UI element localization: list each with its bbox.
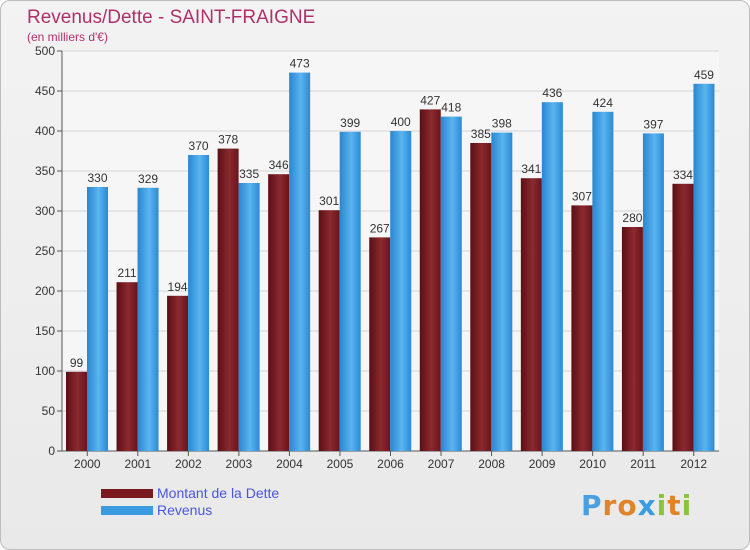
y-tick-label: 100 xyxy=(35,364,55,378)
legend-label-revenus: Revenus xyxy=(157,502,213,518)
x-tick-label: 2004 xyxy=(276,457,303,471)
value-label-revenus: 424 xyxy=(593,96,613,110)
x-tick-label: 2012 xyxy=(680,457,707,471)
bar-revenus xyxy=(289,72,311,451)
bar-dette xyxy=(318,210,340,451)
logo-letter: o xyxy=(617,489,638,522)
bar-dette xyxy=(621,227,643,451)
bar-revenus xyxy=(592,111,614,452)
bar-revenus xyxy=(440,116,462,451)
bar-revenus xyxy=(188,155,210,451)
bar-dette xyxy=(66,371,87,451)
value-label-dette: 301 xyxy=(319,194,339,208)
chart-title: Revenus/Dette - SAINT-FRAIGNE xyxy=(27,7,316,28)
bar-revenus xyxy=(642,133,664,451)
value-label-revenus: 459 xyxy=(694,68,714,82)
value-label-revenus: 400 xyxy=(391,115,411,129)
x-tick-label: 2001 xyxy=(124,457,151,471)
bar-dette xyxy=(268,174,290,451)
bar-revenus xyxy=(390,131,412,451)
bar-dette xyxy=(116,282,138,451)
legend-label-dette: Montant de la Dette xyxy=(157,485,280,501)
y-tick-label: 400 xyxy=(35,124,55,138)
y-tick-label: 500 xyxy=(35,44,55,58)
proxiti-logo: Proxiti xyxy=(581,489,692,522)
y-tick-label: 0 xyxy=(48,444,55,458)
logo-letter: x xyxy=(637,489,657,522)
bar-revenus xyxy=(137,187,159,452)
value-label-dette: 346 xyxy=(269,158,289,172)
logo-letter: t xyxy=(667,489,682,522)
logo-letter: i xyxy=(656,489,668,522)
bar-dette xyxy=(470,143,492,451)
value-label-dette: 280 xyxy=(622,211,642,225)
y-tick-label: 50 xyxy=(42,404,56,418)
bar-revenus xyxy=(339,131,361,452)
value-label-revenus: 330 xyxy=(87,171,107,185)
logo-letter: P xyxy=(581,489,603,522)
bar-dette xyxy=(672,183,694,452)
x-tick-label: 2006 xyxy=(377,457,404,471)
value-label-dette: 307 xyxy=(572,189,592,203)
logo-letter: i xyxy=(681,489,693,522)
x-tick-label: 2003 xyxy=(226,457,253,471)
value-label-revenus: 399 xyxy=(340,116,360,130)
x-tick-label: 2009 xyxy=(529,457,556,471)
value-label-dette: 194 xyxy=(168,280,188,294)
x-tick-label: 2011 xyxy=(630,457,656,471)
y-tick-label: 450 xyxy=(35,84,55,98)
bar-revenus xyxy=(541,102,563,451)
value-label-dette: 427 xyxy=(420,93,440,107)
x-tick-label: 2005 xyxy=(327,457,354,471)
bar-dette xyxy=(520,178,542,451)
value-label-revenus: 436 xyxy=(542,86,562,100)
logo-letter: r xyxy=(602,489,618,522)
bar-revenus xyxy=(693,83,715,452)
legend-swatch-dette xyxy=(101,489,153,498)
chart-subtitle: (en milliers d'€) xyxy=(27,30,108,44)
y-tick-label: 250 xyxy=(35,244,55,258)
value-label-revenus: 397 xyxy=(643,117,663,131)
y-tick-label: 150 xyxy=(35,324,55,338)
value-label-revenus: 370 xyxy=(189,139,209,153)
legend-item-dette: Montant de la Dette xyxy=(101,486,279,501)
y-tick-label: 300 xyxy=(35,204,55,218)
value-label-dette: 334 xyxy=(673,168,693,182)
y-tick-label: 200 xyxy=(35,284,55,298)
x-tick-label: 2007 xyxy=(428,457,455,471)
value-label-dette: 211 xyxy=(117,266,136,280)
bar-revenus xyxy=(238,183,260,451)
bar-dette xyxy=(217,148,239,451)
legend: Montant de la Dette Revenus xyxy=(101,486,279,520)
bar-dette xyxy=(571,205,593,451)
value-label-revenus: 398 xyxy=(492,117,512,131)
bar-revenus xyxy=(87,187,108,451)
value-label-dette: 378 xyxy=(218,133,238,147)
bar-dette xyxy=(419,109,441,452)
value-label-revenus: 418 xyxy=(441,101,461,115)
bar-revenus xyxy=(491,132,513,451)
value-label-revenus: 329 xyxy=(138,172,158,186)
x-tick-label: 2008 xyxy=(478,457,505,471)
value-label-revenus: 473 xyxy=(290,57,310,71)
value-label-revenus: 335 xyxy=(239,167,259,181)
y-tick-label: 350 xyxy=(35,164,55,178)
legend-swatch-revenus xyxy=(101,506,153,515)
value-label-dette: 99 xyxy=(70,356,84,370)
value-label-dette: 385 xyxy=(471,127,491,141)
bar-dette xyxy=(369,237,391,451)
x-tick-label: 2000 xyxy=(74,457,101,471)
legend-item-revenus: Revenus xyxy=(101,503,279,518)
bar-dette xyxy=(167,295,189,451)
x-tick-label: 2002 xyxy=(175,457,202,471)
value-label-dette: 341 xyxy=(521,162,541,176)
x-tick-label: 2010 xyxy=(579,457,606,471)
value-label-dette: 267 xyxy=(370,221,390,235)
